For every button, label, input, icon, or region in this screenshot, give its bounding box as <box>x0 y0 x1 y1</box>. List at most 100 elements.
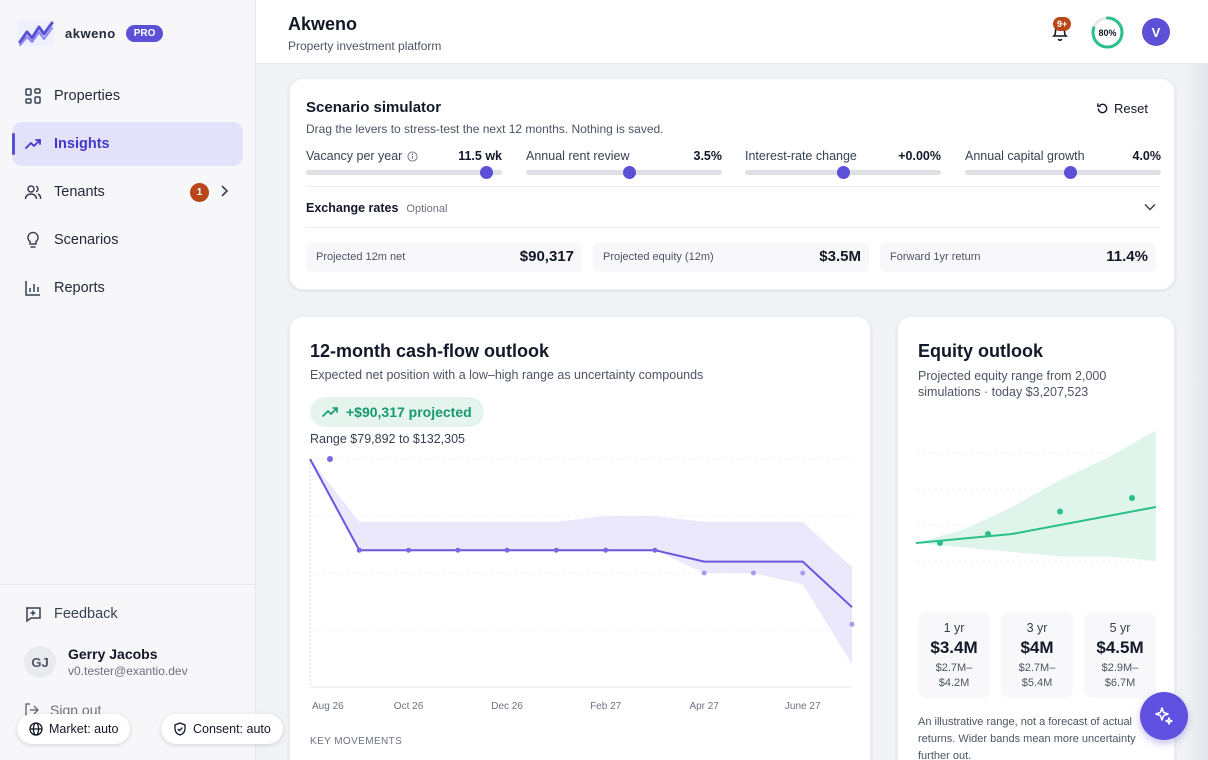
user-profile[interactable]: GJ Gerry Jacobs v0.tester@exantio.dev <box>24 646 188 678</box>
key-movements-heading: KEY MOVEMENTS <box>310 736 403 747</box>
x-tick-label: Aug 26 <box>312 701 344 712</box>
data-point <box>327 456 333 462</box>
equity-horizon-5yr: 5 yr $4.5M $2.9M–$6.7M <box>1084 612 1156 698</box>
user-avatar[interactable]: V <box>1142 18 1170 46</box>
grid-icon <box>25 88 41 104</box>
reset-icon <box>1097 103 1108 114</box>
sparkle-icon <box>1155 707 1173 725</box>
sidebar-item-scenarios[interactable]: Scenarios <box>12 218 243 262</box>
kpi-net: Projected 12m net $90,317 <box>306 242 582 272</box>
data-point <box>356 547 362 553</box>
lever-knob[interactable] <box>623 166 637 179</box>
equity-horizon-3yr: 3 yr $4M $2.7M–$5.4M <box>1001 612 1073 698</box>
reset-button[interactable]: Reset <box>1096 101 1148 116</box>
lever-rent-review: Annual rent review 3.5% <box>526 149 722 179</box>
info-icon[interactable] <box>407 150 418 162</box>
lever-track[interactable] <box>745 166 941 179</box>
horizon-range: $2.7M–$4.2M <box>935 662 973 689</box>
divider <box>306 186 1160 187</box>
horizon-label: 1 yr <box>943 621 965 635</box>
projected-value: +$90,317 projected <box>346 404 472 420</box>
sidebar: akweno PRO Properties Insights Tenants 1 <box>0 0 256 760</box>
sidebar-item-tenants[interactable]: Tenants 1 <box>12 170 243 214</box>
progress-ring[interactable]: 80% <box>1091 16 1124 49</box>
simulator-title: Scenario simulator <box>306 99 442 116</box>
lever-knob[interactable] <box>1064 166 1078 179</box>
divider <box>306 227 1160 228</box>
market-pill[interactable]: Market: auto <box>17 714 131 744</box>
equity-chart <box>915 430 1157 562</box>
kpi-equity: Projected equity (12m) $3.5M <box>593 242 869 272</box>
equity-horizon-1yr: 1 yr $3.4M $2.7M–$4.2M <box>918 612 990 698</box>
cashflow-subtitle: Expected net position with a low–high ra… <box>310 368 704 382</box>
globe-icon <box>29 722 43 736</box>
page-subtitle: Property investment platform <box>288 39 442 53</box>
horizon-range: $2.7M–$5.4M <box>1018 662 1056 689</box>
sidebar-item-label: Reports <box>54 280 105 296</box>
lever-track[interactable] <box>526 166 722 179</box>
lever-capital-growth: Annual capital growth 4.0% <box>965 149 1162 179</box>
chevron-down-icon[interactable] <box>1144 203 1156 211</box>
simulator-subtitle: Drag the levers to stress-test the next … <box>306 122 664 136</box>
lever-track[interactable] <box>965 166 1161 179</box>
user-name: Gerry Jacobs <box>68 646 158 662</box>
lever-vacancy: Vacancy per year 11.5 wk <box>306 149 502 179</box>
sidebar-item-properties[interactable]: Properties <box>12 74 243 118</box>
equity-subtitle: Projected equity range from 2,000 simula… <box>918 369 1107 399</box>
progress-ring-graphic: 80% <box>1091 16 1124 49</box>
chevron-right-icon[interactable] <box>219 185 229 197</box>
lever-label: Interest-rate change <box>745 149 857 163</box>
lever-interest-rate: Interest-rate change +0.00% <box>745 149 941 179</box>
kpi-value: $3.5M <box>819 248 861 265</box>
trend-up-icon <box>25 139 41 149</box>
lightbulb-icon <box>27 231 39 248</box>
lever-value: +0.00% <box>898 149 941 163</box>
sidebar-item-label: Insights <box>54 136 110 152</box>
kpi-label: Projected 12m net <box>316 251 406 263</box>
x-tick-label: Dec 26 <box>491 701 523 712</box>
horizon-range: $2.9M–$6.7M <box>1101 662 1139 689</box>
lever-track[interactable] <box>306 166 502 179</box>
lever-knob[interactable] <box>479 166 493 179</box>
equity-card: Equity outlook Projected equity range fr… <box>897 316 1175 760</box>
horizon-label: 5 yr <box>1109 621 1131 635</box>
market-label: Market: auto <box>49 722 119 736</box>
cashflow-range: Range $79,892 to $132,305 <box>310 432 465 446</box>
ai-assistant-button[interactable] <box>1140 692 1188 740</box>
kpi-value: 11.4% <box>1106 248 1148 265</box>
sidebar-divider <box>0 584 255 585</box>
sidebar-item-insights[interactable]: Insights <box>12 122 243 166</box>
data-point <box>652 547 658 553</box>
exchange-rates-toggle[interactable]: Exchange rates Optional <box>306 201 447 215</box>
consent-pill[interactable]: Consent: auto <box>161 714 283 744</box>
feedback-link[interactable]: Feedback <box>24 605 118 623</box>
cashflow-chart: Aug 26 Oct 26 Dec 26 Feb 27 Apr 27 June 27 <box>309 456 855 712</box>
data-point <box>800 570 806 576</box>
data-point <box>1129 495 1135 501</box>
horizon-value: $3.4M <box>930 638 978 657</box>
data-point <box>701 570 707 576</box>
data-point <box>406 547 412 553</box>
horizon-value: $4.5M <box>1096 638 1144 657</box>
series-line <box>309 458 853 608</box>
cashflow-card: 12-month cash-flow outlook Expected net … <box>289 316 871 760</box>
top-bar: Akweno Property investment platform 9+ 8… <box>256 0 1208 64</box>
sidebar-nav: Properties Insights Tenants 1 Scenarios <box>12 74 243 314</box>
reset-label: Reset <box>1114 101 1148 116</box>
lever-value: 4.0% <box>1132 149 1162 163</box>
lever-label: Annual capital growth <box>965 149 1085 163</box>
sidebar-item-reports[interactable]: Reports <box>12 266 243 310</box>
data-point <box>553 547 559 553</box>
exchange-rates-label: Exchange rates <box>306 201 399 215</box>
lever-knob[interactable] <box>836 166 850 179</box>
x-tick-label: Feb 27 <box>590 701 622 712</box>
brand-logo[interactable]: akweno PRO <box>17 20 164 46</box>
trend-up-icon <box>322 407 338 417</box>
lever-label: Vacancy per year <box>306 149 403 163</box>
horizon-label: 3 yr <box>1026 621 1048 635</box>
sidebar-item-label: Scenarios <box>54 232 119 248</box>
x-tick-label: Oct 26 <box>394 701 424 712</box>
lever-value: 11.5 wk <box>458 149 502 163</box>
bar-chart-icon <box>25 281 40 296</box>
tenants-badge: 1 <box>190 183 209 202</box>
